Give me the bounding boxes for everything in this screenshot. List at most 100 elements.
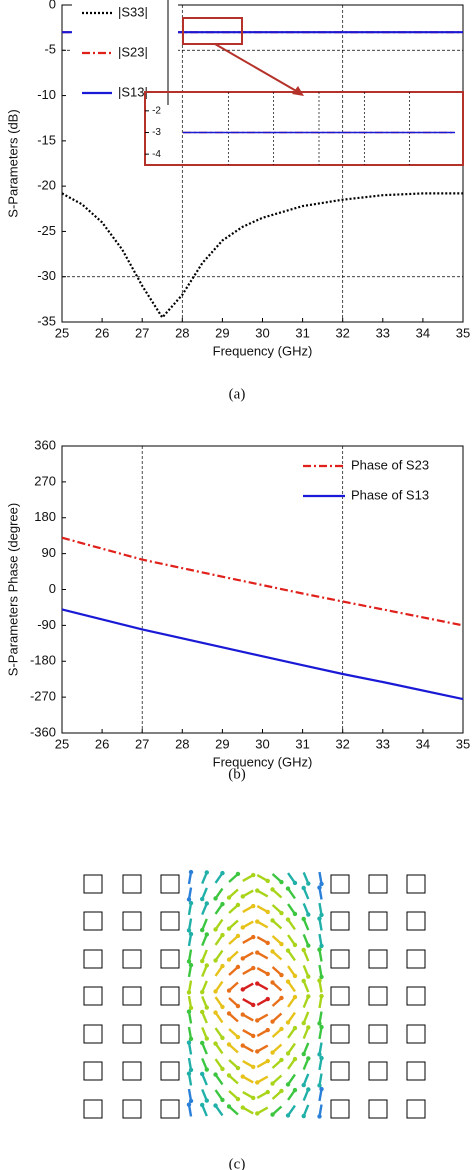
zoom-arrowhead — [292, 86, 304, 96]
y-tick-label: 360 — [34, 437, 56, 452]
field-arrowhead — [285, 886, 291, 891]
field-arrowhead — [270, 1050, 275, 1055]
field-arrowhead — [265, 1027, 270, 1033]
cell — [406, 986, 426, 1006]
y-tick-label: -35 — [37, 313, 56, 328]
field-arrowhead — [199, 1009, 205, 1015]
field-arrowhead — [285, 1082, 291, 1087]
cell — [330, 874, 350, 894]
field-arrowhead — [292, 994, 298, 1000]
field-arrowhead — [319, 1055, 324, 1061]
field-arrowhead — [188, 869, 194, 875]
field-arrowhead — [240, 894, 245, 899]
field-arrowhead — [255, 1080, 260, 1085]
field-arrowhead — [204, 1005, 209, 1010]
field-arrowhead — [235, 933, 241, 939]
field-arrowhead — [279, 879, 284, 885]
field-arrowhead — [265, 971, 270, 977]
x-tick-label: 26 — [95, 325, 109, 340]
cell — [330, 1061, 350, 1081]
legend-label: |S13| — [118, 84, 148, 99]
y-tick-label: -360 — [30, 724, 56, 739]
cell — [406, 1061, 426, 1081]
y-tick-label: 270 — [34, 473, 56, 488]
field-arrowhead — [251, 1033, 256, 1039]
field-arrowhead — [306, 1087, 311, 1092]
field-arrowhead — [220, 870, 225, 876]
x-tick-label: 26 — [95, 736, 109, 751]
field-arrowhead — [285, 979, 291, 984]
field-arrowhead — [306, 974, 311, 979]
field-arrowhead — [292, 973, 298, 979]
field-arrowhead — [317, 978, 322, 983]
field-arrowhead — [319, 974, 324, 980]
field-arrowhead — [265, 909, 270, 915]
field-arrowhead — [240, 987, 245, 992]
field-arrowhead — [301, 885, 306, 891]
field-arrowhead — [240, 925, 245, 930]
cell — [83, 1061, 103, 1081]
field-arrowhead — [301, 947, 306, 953]
series-line — [61, 536, 464, 627]
cell — [368, 1024, 388, 1044]
field-arrowhead — [265, 878, 270, 884]
field-arrowhead — [226, 1104, 232, 1109]
cell — [160, 874, 180, 894]
caption: (b) — [228, 766, 246, 782]
legend-label: |S23| — [118, 44, 148, 59]
field-arrowhead — [285, 948, 291, 953]
x-tick-label: 27 — [135, 325, 149, 340]
field-arrowhead — [255, 888, 260, 893]
cell — [330, 1024, 350, 1044]
zoom-box — [182, 17, 243, 45]
field-arrowhead — [240, 1043, 245, 1048]
field-arrowhead — [213, 958, 218, 963]
field-arrowhead — [270, 1019, 275, 1024]
legend-label: Phase of S13 — [351, 487, 429, 502]
field-arrowhead — [319, 993, 324, 999]
field-arrowhead — [292, 911, 298, 917]
cell — [83, 1024, 103, 1044]
field-arrowhead — [235, 1003, 241, 1009]
cell — [160, 1024, 180, 1044]
field-arrowhead — [279, 1057, 284, 1063]
x-tick-label: 28 — [175, 736, 189, 751]
field-arrowhead — [317, 1083, 322, 1088]
y-tick-label: -20 — [37, 178, 56, 193]
field-arrowhead — [292, 880, 298, 886]
cell — [83, 874, 103, 894]
field-arrowhead — [285, 1020, 291, 1025]
field-arrowhead — [240, 1105, 245, 1110]
field-arrowhead — [226, 926, 232, 931]
x-tick-label: 28 — [175, 325, 189, 340]
field-arrowhead — [226, 957, 232, 962]
cell — [160, 1061, 180, 1081]
x-tick-label: 33 — [376, 736, 390, 751]
field-arrowhead — [270, 949, 275, 954]
field-arrowhead — [186, 1009, 192, 1014]
cell — [330, 1099, 350, 1119]
field-arrowhead — [204, 1067, 209, 1072]
y-tick-label: -4 — [152, 149, 161, 160]
x-tick-label: 25 — [55, 325, 69, 340]
cell — [122, 949, 142, 969]
x-tick-label: 31 — [295, 736, 309, 751]
field-arrowhead — [235, 871, 241, 877]
field-arrowhead — [265, 996, 270, 1002]
cell — [83, 911, 103, 931]
field-arrowhead — [200, 958, 205, 964]
field-arrowhead — [317, 1114, 322, 1119]
cell — [368, 911, 388, 931]
field-arrowhead — [220, 1004, 225, 1010]
series-line — [61, 608, 464, 701]
field-arrowhead — [317, 1052, 322, 1057]
y-tick-label: -3 — [152, 127, 161, 138]
field-arrowhead — [235, 1096, 241, 1102]
field-arrowhead — [188, 931, 194, 937]
field-arrowhead — [270, 980, 275, 985]
x-axis-label: Frequency (GHz) — [213, 754, 313, 769]
field-arrowhead — [204, 963, 209, 968]
x-tick-label: 32 — [335, 325, 349, 340]
field-arrowhead — [251, 903, 256, 909]
field-arrowhead — [319, 1086, 324, 1092]
